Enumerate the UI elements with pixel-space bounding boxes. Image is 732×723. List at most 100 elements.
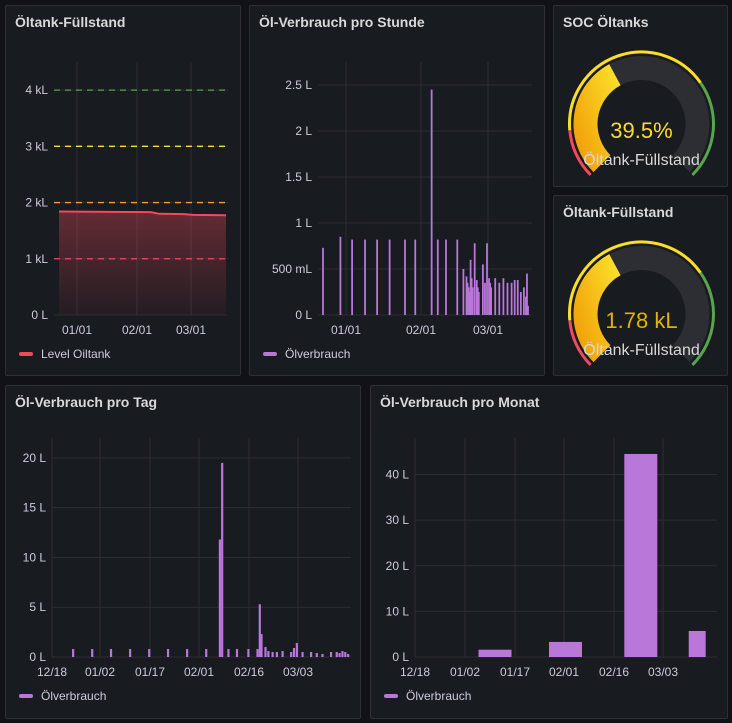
bar: [275, 652, 278, 657]
bar: [376, 239, 379, 315]
panel-title[interactable]: Öltank-Füllstand: [15, 14, 126, 30]
bar: [490, 287, 492, 315]
x-tick-label: 01/01: [62, 323, 92, 337]
y-tick-label: 15 L: [23, 501, 47, 515]
y-tick-label: 20 L: [23, 451, 47, 465]
bar: [489, 282, 491, 315]
y-tick-label: 0 L: [29, 650, 46, 664]
bar: [227, 649, 230, 657]
bar: [267, 651, 270, 657]
bar: [344, 652, 347, 657]
bar: [482, 264, 484, 315]
x-tick-label: 01/02: [450, 665, 480, 679]
y-tick-label: 30 L: [386, 513, 410, 527]
bar: [466, 282, 469, 315]
gauge-value-arc: [573, 254, 622, 363]
gauge-threshold-band: [568, 320, 592, 366]
gauge-threshold-band: [568, 50, 702, 131]
legend-item[interactable]: Level Oiltank: [19, 347, 110, 361]
gauge-threshold-band: [568, 130, 592, 176]
y-tick-label: 10 L: [386, 604, 410, 618]
bar: [339, 236, 342, 315]
bar: [205, 649, 208, 657]
x-tick-label: 02/16: [599, 665, 629, 679]
y-tick-label: 2 L: [295, 124, 312, 138]
bar: [526, 273, 528, 315]
bar: [310, 652, 313, 657]
bar: [525, 296, 527, 315]
bar: [166, 649, 170, 657]
y-tick-label: 3 kL: [25, 139, 48, 153]
y-tick-label: 2 kL: [25, 196, 48, 210]
bar: [470, 278, 473, 315]
bar: [218, 539, 221, 657]
bar: [465, 276, 468, 315]
x-tick-label: 01/01: [331, 323, 361, 337]
bar: [462, 269, 465, 315]
monthly-chart: 40 L 30 L 20 L 10 L 0 L12/18 01/02 01/17 02/01 0…: [386, 438, 717, 679]
x-tick-label: 03/01: [176, 323, 206, 337]
panel-title[interactable]: SOC Öltanks: [563, 14, 649, 30]
legend-label: Ölverbrauch: [285, 347, 351, 361]
hourly-chart: 2.5 L 2 L 1.5 L 1 L 500 mL 0 L 01/01 02/01 03/01: [272, 62, 532, 337]
bar: [519, 292, 522, 315]
legend-item[interactable]: Ölverbrauch: [263, 347, 350, 361]
bar: [456, 239, 459, 315]
x-tick-label: 02/16: [234, 665, 264, 679]
panel-hourly: Öl-Verbrauch pro Stunde 2.5 L 2 L 1.5 L 1 L…: [249, 5, 545, 376]
bar: [321, 654, 324, 657]
bar: [271, 652, 274, 657]
panel-title[interactable]: Öl-Verbrauch pro Monat: [380, 394, 540, 410]
bar: [351, 239, 354, 315]
panel-title[interactable]: Öl-Verbrauch pro Stunde: [259, 14, 425, 30]
fill-gauge: [568, 240, 715, 366]
bar: [221, 462, 224, 657]
x-tick-label: 03/03: [648, 665, 678, 679]
bar: [467, 287, 470, 315]
bar: [404, 239, 406, 315]
y-tick-label: 10 L: [23, 550, 47, 564]
bar: [471, 287, 474, 315]
level-chart: 4 kL 3 kL 2 kL 1 kL 0 L 01/01 02/01 03/01: [25, 62, 228, 337]
bar: [468, 292, 471, 315]
bar: [329, 652, 333, 657]
bar: [510, 282, 513, 315]
bar: [473, 243, 476, 315]
panel-title[interactable]: Öl-Verbrauch pro Tag: [15, 394, 158, 410]
legend-swatch: [19, 352, 33, 356]
legend-item[interactable]: Ölverbrauch: [384, 689, 471, 703]
y-tick-label: 1 L: [295, 216, 312, 230]
y-tick-label: 4 kL: [25, 83, 48, 97]
x-tick-label: 02/01: [406, 323, 436, 337]
bar: [436, 239, 439, 315]
legend-swatch: [384, 694, 398, 698]
soc-gauge: [568, 50, 715, 176]
bar: [469, 259, 472, 315]
y-tick-label: 1.5 L: [285, 170, 312, 184]
bar: [488, 278, 490, 315]
bar: [235, 649, 239, 657]
legend-label: Ölverbrauch: [41, 689, 107, 703]
gauge-value: 39.5%: [610, 118, 673, 143]
bar: [109, 649, 113, 657]
x-tick-label: 02/01: [184, 665, 214, 679]
panel-fill: Öltank-Füllstand 1.78 kL Öltank-Füllstan…: [553, 195, 728, 376]
x-tick-label: 01/17: [500, 665, 530, 679]
bar: [347, 654, 350, 657]
panel-soc: SOC Öltanks 39.5% Öltank-Füllstand: [553, 5, 728, 187]
gauge-value: 1.78 kL: [605, 308, 678, 333]
y-tick-label: 500 mL: [272, 262, 312, 276]
series-line: [58, 210, 227, 217]
panel-title[interactable]: Öltank-Füllstand: [563, 204, 674, 220]
x-tick-label: 03/01: [473, 323, 503, 337]
bar: [129, 649, 132, 657]
y-tick-label: 0 L: [31, 308, 48, 322]
legend-swatch: [263, 352, 277, 356]
bar: [513, 280, 516, 315]
bar: [315, 653, 318, 657]
gauge-threshold-band: [568, 240, 702, 321]
legend-swatch: [19, 694, 33, 698]
legend-item[interactable]: Ölverbrauch: [19, 689, 106, 703]
x-tick-label: 02/01: [122, 323, 152, 337]
